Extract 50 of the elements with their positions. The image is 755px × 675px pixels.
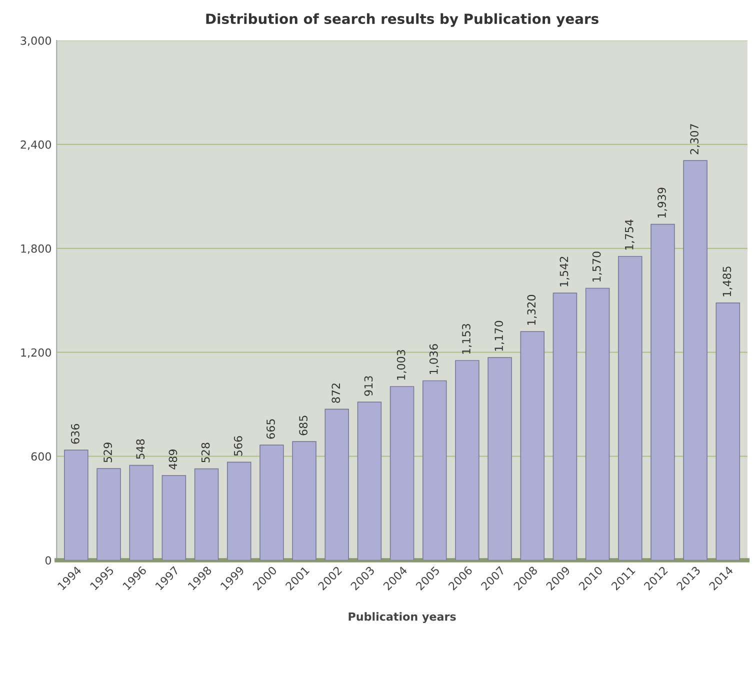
data-label: 1,754: [625, 220, 634, 250]
data-label: 1,485: [722, 266, 732, 296]
y-tick-label: 1,200: [21, 348, 52, 358]
data-label: 913: [364, 376, 373, 396]
bar: [357, 402, 382, 560]
bar: [552, 292, 578, 560]
bar: [324, 408, 350, 560]
bar: [292, 441, 316, 560]
data-label: 548: [136, 439, 145, 459]
y-tick-label: 3,000: [20, 36, 52, 46]
y-tick-label: 600: [31, 452, 52, 461]
data-label: 566: [234, 436, 242, 456]
data-label: 636: [70, 424, 80, 444]
bar: [129, 464, 154, 560]
x-axis-title: Publication years: [348, 612, 456, 623]
bar: [650, 224, 675, 560]
data-label: 665: [266, 419, 275, 439]
bar: [716, 302, 740, 560]
y-tick-label: 0: [45, 556, 52, 565]
data-label: 1,570: [592, 252, 602, 282]
bar: [520, 331, 545, 560]
bar: [194, 468, 219, 560]
y-tick-label: 1,800: [21, 244, 52, 254]
data-label: 1,320: [527, 294, 537, 325]
bar: [618, 256, 642, 560]
data-label: 528: [201, 442, 210, 462]
y-tick-label: 2,400: [20, 140, 52, 150]
bar: [585, 288, 610, 560]
bar: [683, 160, 708, 560]
bar: [422, 380, 447, 560]
data-label: 1,939: [658, 188, 668, 218]
data-label: 1,170: [494, 320, 504, 351]
data-label: 1,003: [396, 350, 406, 380]
data-label: 685: [299, 416, 308, 436]
bar: [260, 444, 284, 560]
bar: [96, 468, 121, 560]
data-label: 1,542: [560, 256, 570, 286]
data-label: 529: [104, 442, 112, 462]
bar: [162, 475, 186, 560]
bar: [455, 360, 480, 560]
data-label: 489: [168, 450, 178, 470]
chart-title: Distribution of search results by Publication years: [206, 13, 598, 27]
bar: [226, 462, 252, 560]
data-label: 872: [332, 384, 340, 403]
bar: [390, 386, 414, 560]
data-label: 1,036: [429, 344, 439, 374]
bar: [64, 450, 88, 560]
bar: [488, 357, 512, 560]
data-label: 2,307: [690, 124, 700, 154]
data-label: 1,153: [462, 324, 472, 354]
